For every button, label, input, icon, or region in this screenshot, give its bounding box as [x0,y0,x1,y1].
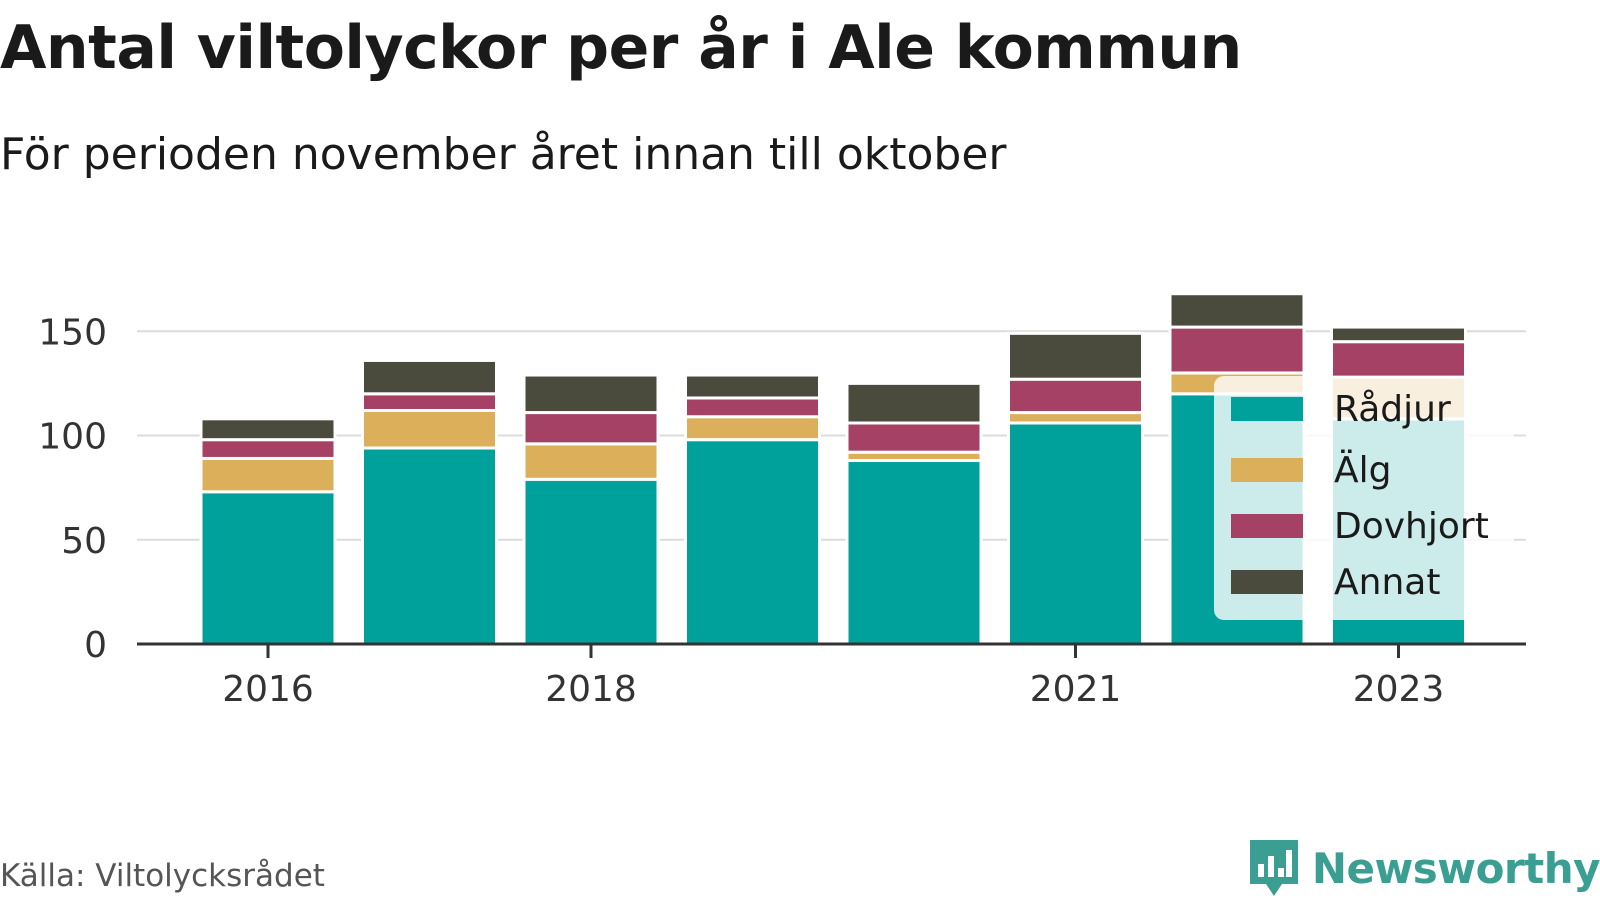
bar-2017-rådjur[interactable] [361,446,498,646]
x-tick-label: 2023 [1353,669,1445,710]
bar-2017-älg[interactable] [361,408,498,450]
chart-subtitle: För perioden november året innan till ok… [0,129,1007,180]
bar-2019-annat[interactable] [684,373,821,400]
bar-2021-älg[interactable] [1007,411,1144,425]
bar-2020-annat[interactable] [845,381,983,425]
x-tick-label: 2021 [1030,669,1122,710]
bar-2019-rådjur[interactable] [684,438,821,646]
stacked-bar-chart: 0 50 100 150 2016 2018 2021 2023 Rådjur Älg Dovh… [38,292,1526,710]
bar-2020-dovhjort[interactable] [845,421,983,454]
bar-2021-annat[interactable] [1007,331,1144,381]
source-note: Källa: Viltolycksrådet [0,858,325,894]
bar-2016-rådjur[interactable] [199,490,337,646]
y-tick-label: 0 [84,625,107,666]
y-tick-label: 100 [38,417,107,458]
bar-2023-annat[interactable] [1330,325,1467,344]
bar-2016-älg[interactable] [199,456,337,494]
bar-2020-rådjur[interactable] [845,459,983,646]
legend: Rådjur Älg Dovhjort Annat [1214,376,1514,620]
bar-2017-dovhjort[interactable] [361,392,498,412]
legend-box [1214,376,1514,620]
bar-2021-dovhjort[interactable] [1007,377,1144,415]
bar-2023-dovhjort[interactable] [1330,340,1467,379]
bar-2018-rådjur[interactable] [522,477,660,646]
brand-name: Newsworthy [1311,843,1600,893]
legend-swatch-annat [1231,570,1303,594]
bar-2022-dovhjort[interactable] [1168,325,1306,375]
legend-label: Dovhjort [1334,506,1489,547]
bar-2019-älg[interactable] [684,415,821,442]
legend-label: Rådjur [1334,389,1451,430]
bar-2016-annat[interactable] [199,417,337,442]
newsworthy-logo-icon [1249,840,1298,896]
bar-2016-dovhjort[interactable] [199,438,337,460]
legend-swatch-älg [1231,458,1303,482]
bar-2021-rådjur[interactable] [1007,421,1144,646]
legend-label: Annat [1334,562,1440,603]
bar-2017-annat[interactable] [361,358,498,396]
bar-2022-annat[interactable] [1168,292,1306,329]
brand-logo: Newsworthy [1248,838,1600,898]
bar-2019-dovhjort[interactable] [684,396,821,419]
legend-swatch-rådjur [1231,397,1303,421]
bar-2018-dovhjort[interactable] [522,411,660,446]
legend-swatch-dovhjort [1231,514,1303,538]
bar-2018-älg[interactable] [522,442,660,481]
x-axis-ticks: 2016 2018 2021 2023 [222,644,1444,710]
legend-label: Älg [1334,449,1391,491]
chart-title: Antal viltolyckor per år i Ale kommun [0,13,1242,83]
y-tick-label: 150 [38,312,107,353]
y-tick-label: 50 [61,521,107,562]
y-axis-tick-labels: 0 50 100 150 [38,312,107,666]
x-tick-label: 2018 [545,669,637,710]
x-tick-label: 2016 [222,669,314,710]
bar-2018-annat[interactable] [522,373,660,415]
